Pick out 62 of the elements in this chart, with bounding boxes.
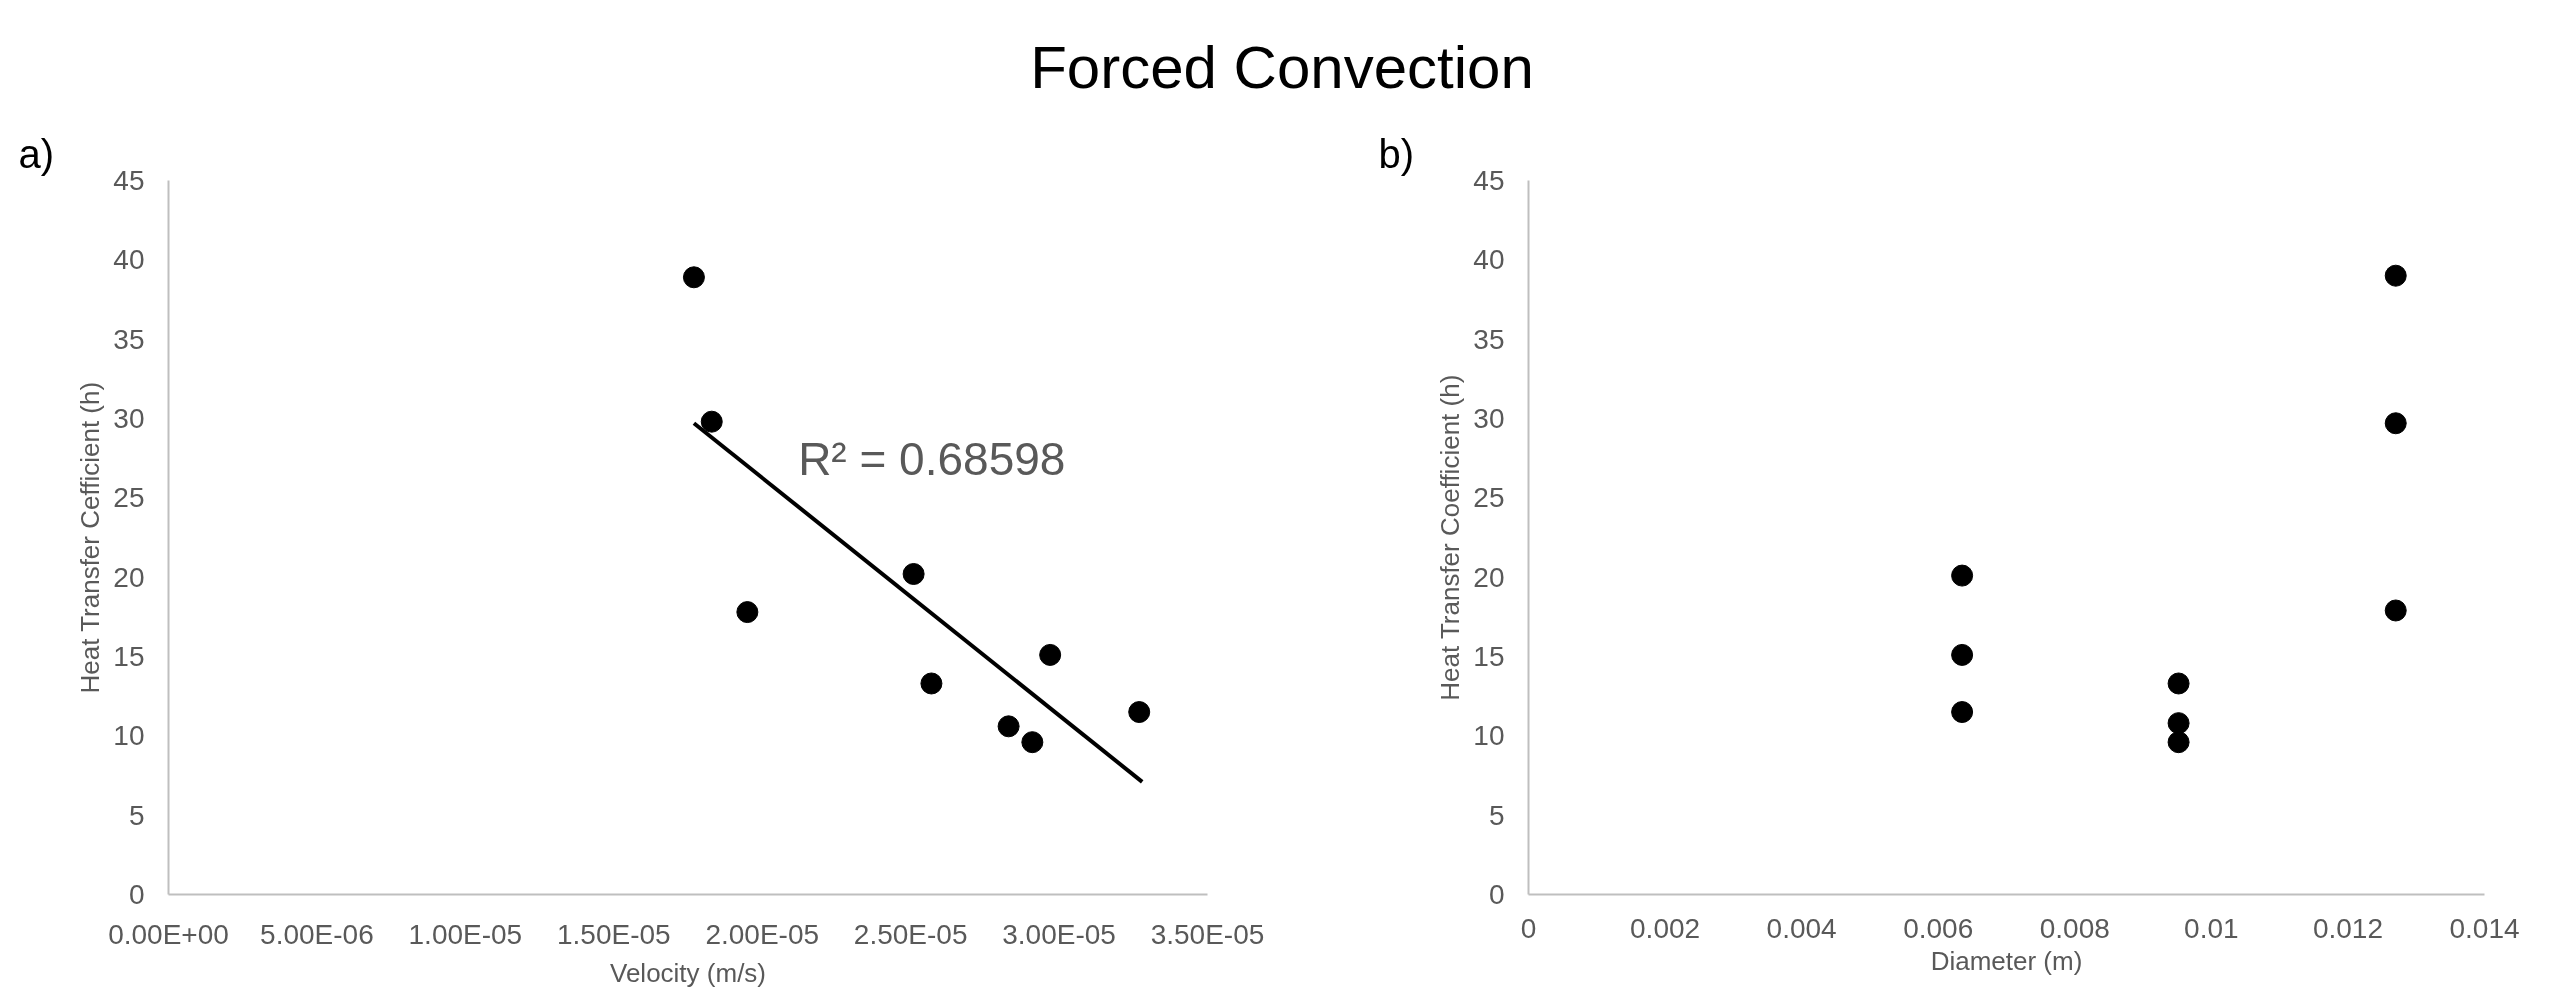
y-tick-label: 40 [1473,244,1505,276]
point [2167,731,2190,754]
y-tick-label: 30 [1473,403,1505,434]
x-tick-label: 0.012 [2312,912,2383,944]
point [1951,701,1974,724]
x-tick-label: 0.006 [1903,912,1974,944]
x-tick-label: 3.00E-05 [1002,918,1116,950]
y-tick-label: 0 [128,879,145,910]
y-tick-label: 15 [113,641,145,672]
x-axis-title: Velocity (m/s) [609,957,767,988]
point [2384,599,2407,622]
annotation: R² = 0.68598 [798,432,1066,485]
y-tick-label: 5 [128,799,145,831]
x-tick-label: 0.004 [1766,912,1837,944]
x-tick-label: 0 [1520,912,1537,944]
point [682,266,705,289]
y-tick-label: 15 [1473,641,1505,672]
x-tick-label: 0.014 [2449,912,2520,944]
y-tick-label: 35 [1473,323,1505,355]
x-axis-title: Diameter (m) [1930,945,2083,976]
y-tick-label: 40 [113,244,145,276]
x-tick-label: 5.00E-06 [260,918,374,950]
x-tick-label: 0.002 [1630,912,1701,944]
point [736,601,759,624]
x-tick-label: 1.00E-05 [408,918,523,950]
point [2384,412,2407,435]
point [1951,643,1974,666]
y-tick-label: 45 [113,165,145,196]
y-tick-label: 25 [1473,482,1505,514]
point [1021,731,1044,754]
x-tick-label: 2.50E-05 [853,918,968,950]
y-axis-title: Heat Transfer Cefficient (h) [75,381,106,694]
x-tick-label: 0.00E+00 [108,918,229,950]
point [700,410,723,433]
x-tick-label: 0.008 [2039,912,2110,944]
y-tick-label: 35 [113,323,145,355]
y-tick-label: 30 [113,403,145,434]
text: a) [18,131,55,176]
y-tick-label: 20 [1473,561,1505,593]
point [997,715,1020,738]
point [1951,564,1974,587]
x-tick-label: 2.00E-05 [705,918,820,950]
y-tick-label: 25 [113,482,145,514]
y-tick-label: 10 [113,720,145,752]
y-tick-label: 20 [113,561,145,593]
point [920,672,943,695]
y-tick-label: 45 [1473,165,1505,196]
y-tick-label: 10 [1473,720,1505,752]
point [2167,712,2190,735]
point [902,563,925,585]
chart-title: Forced Convection [1030,33,1534,103]
y-axis-title: Heat Transfer Coefficient (h) [1435,374,1466,701]
point [2384,264,2407,287]
x-tick-label: 0.01 [2184,912,2239,944]
point [2167,672,2190,695]
x-tick-label: 3.50E-05 [1150,918,1265,950]
point [1128,701,1151,724]
y-tick-label: 5 [1488,799,1505,831]
point [1039,643,1062,666]
y-tick-label: 0 [1488,879,1505,910]
x-tick-label: 1.50E-05 [556,918,671,950]
text: b) [1378,131,1415,176]
